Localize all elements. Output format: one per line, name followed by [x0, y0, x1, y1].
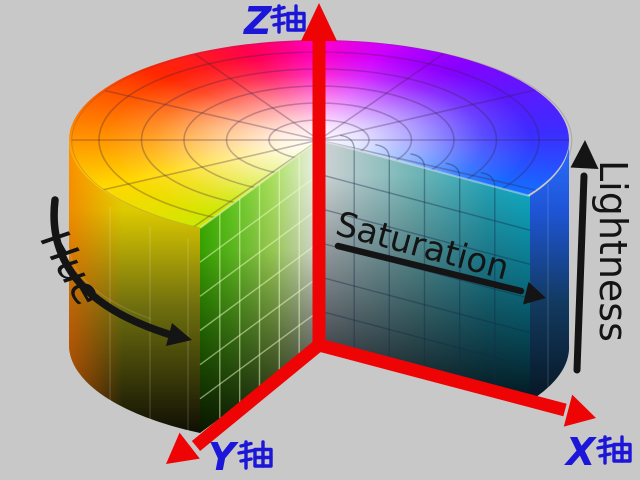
y-axis-label: Y	[208, 435, 273, 479]
lightness-label: Lightness	[591, 160, 635, 342]
x-axis-line	[317, 338, 567, 417]
zhou-character-y	[237, 440, 273, 470]
saturation-arrowhead	[523, 282, 546, 305]
cylinder-side-left	[68, 140, 200, 434]
y-axis-arrowhead	[166, 432, 200, 464]
coordinate-axes	[166, 3, 596, 464]
x-axis-arrowhead	[563, 394, 596, 427]
z-axis-letter: Z	[243, 0, 273, 43]
z-axis-label: Z	[243, 0, 306, 43]
hue-arrowhead	[166, 323, 192, 346]
x-axis-label: X	[564, 430, 632, 474]
lightness-annotation: Lightness	[570, 140, 635, 374]
x-axis-letter: X	[564, 430, 597, 474]
y-axis-letter: Y	[208, 435, 239, 479]
z-axis-arrowhead	[301, 3, 337, 41]
cylinder-side-right	[530, 140, 570, 401]
zhou-character-x	[596, 435, 632, 465]
lightness-arrowhead	[570, 140, 599, 169]
saturation-arrow	[334, 242, 525, 295]
left-face-grid	[199, 154, 320, 419]
cut-face-left-green	[199, 139, 320, 433]
zhou-character-z	[270, 4, 306, 34]
y-axis-line	[191, 339, 324, 452]
lightness-arrow	[573, 172, 588, 374]
axis-labels: Z Y X	[208, 0, 632, 479]
hue-arrow	[50, 196, 172, 338]
hue-wheel-rim	[71, 40, 573, 229]
